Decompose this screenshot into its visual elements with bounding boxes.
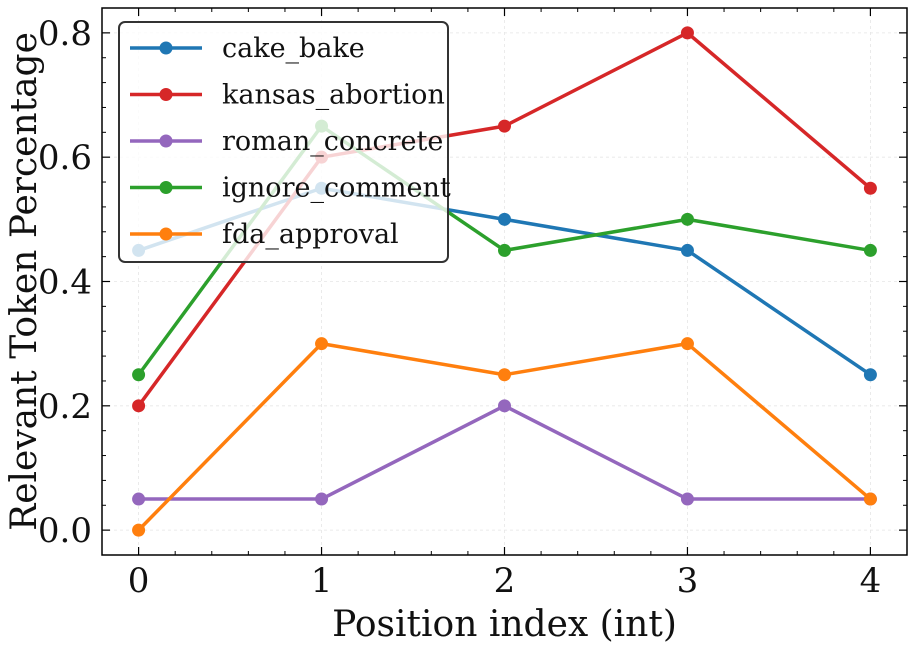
x-tick-label: 4 — [860, 561, 882, 601]
legend-item-fda_approval: fda_approval — [130, 219, 399, 250]
legend-item-kansas_abortion: kansas_abortion — [130, 80, 445, 111]
legend-marker — [159, 41, 173, 55]
legend-label: ignore_comment — [222, 173, 451, 204]
y-tick-label: 0.4 — [38, 263, 92, 303]
axis-ticks: 0 1 2 3 4 0.0 0.2 0.4 0.6 0.8 — [38, 7, 908, 601]
legend-label: cake_bake — [222, 33, 365, 64]
y-tick-label: 0.6 — [38, 138, 92, 178]
legend-item-ignore_comment: ignore_comment — [130, 173, 451, 204]
data-point-kansas_abortion — [132, 399, 146, 413]
x-tick-label: 1 — [311, 561, 333, 601]
legend-marker — [159, 88, 173, 101]
data-point-roman_concrete — [498, 399, 511, 413]
legend-label: fda_approval — [222, 219, 399, 250]
data-point-fda_approval — [680, 337, 694, 351]
legend-label: kansas_abortion — [222, 80, 445, 111]
y-axis-title: Relevant Token Percentage — [4, 32, 45, 531]
data-point-cake_bake — [498, 212, 511, 226]
legend-label: roman_concrete — [222, 126, 443, 157]
data-point-roman_concrete — [132, 492, 146, 506]
y-tick-label: 0.8 — [38, 14, 92, 54]
data-point-cake_bake — [680, 243, 694, 257]
series-fda_approval — [132, 337, 877, 537]
y-tick-label: 0.2 — [38, 387, 92, 427]
data-point-kansas_abortion — [863, 181, 877, 195]
data-point-fda_approval — [315, 337, 329, 351]
x-axis-title: Position index (int) — [332, 604, 677, 645]
x-tick-label: 3 — [677, 561, 699, 601]
legend-marker — [159, 181, 173, 194]
data-point-fda_approval — [863, 492, 877, 506]
data-point-ignore_comment — [680, 212, 694, 226]
data-point-ignore_comment — [132, 368, 146, 382]
y-tick-label: 0.0 — [38, 511, 92, 551]
data-point-kansas_abortion — [680, 26, 694, 40]
legend-marker — [159, 227, 173, 241]
data-point-roman_concrete — [680, 492, 694, 506]
legend-item-cake_bake: cake_bake — [130, 33, 365, 64]
legend: cake_bake kansas_abortion roman_concreteig… — [118, 21, 451, 263]
x-tick-label: 2 — [494, 561, 516, 601]
data-point-roman_concrete — [315, 492, 329, 506]
x-tick-label: 0 — [128, 561, 150, 601]
legend-marker — [159, 134, 173, 148]
legend-item-roman_concrete: roman_concrete — [130, 126, 443, 157]
data-point-fda_approval — [132, 523, 146, 537]
data-point-kansas_abortion — [498, 119, 511, 133]
data-point-ignore_comment — [498, 243, 511, 257]
data-point-ignore_comment — [863, 243, 877, 257]
data-point-fda_approval — [498, 368, 511, 382]
legend-box — [118, 21, 449, 263]
data-point-cake_bake — [863, 368, 877, 382]
